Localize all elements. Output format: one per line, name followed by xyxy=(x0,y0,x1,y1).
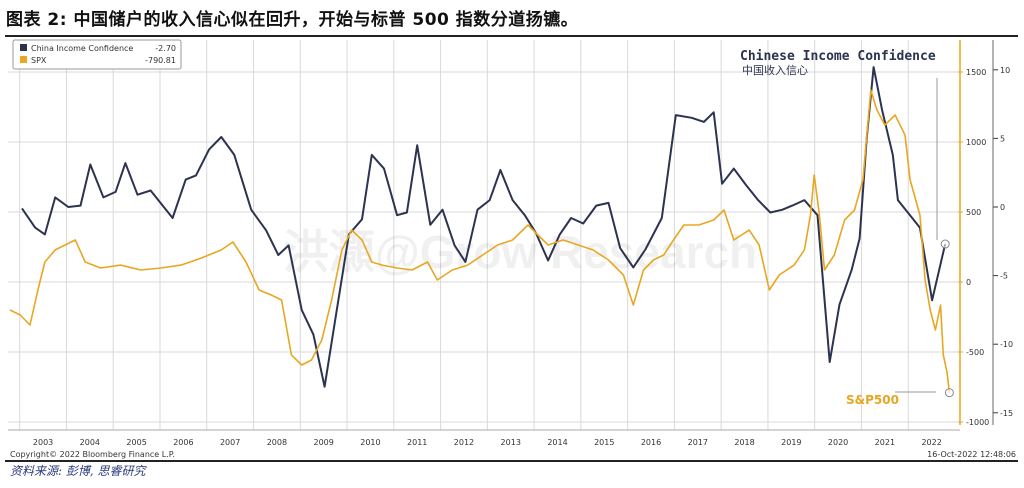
x-axis-tick-label: 2016 xyxy=(641,438,661,447)
x-axis-tick-label: 2011 xyxy=(407,438,427,447)
legend-value-spx: -790.81 xyxy=(145,56,176,65)
left-axis-tick-label: 0 xyxy=(966,278,971,287)
spx-line xyxy=(9,89,951,393)
china-annotation-en: Chinese Income Confidence xyxy=(740,49,936,64)
x-axis-tick-label: 2009 xyxy=(313,438,333,447)
timestamp: 16-Oct-2022 12:48:06 xyxy=(927,450,1016,459)
x-axis-tick-label: 2012 xyxy=(454,438,474,447)
x-axis-tick-label: 2019 xyxy=(781,438,801,447)
right-axis-tick-label: 5 xyxy=(1000,134,1005,143)
legend-swatch-china xyxy=(20,44,27,51)
x-axis-tick-label: 2005 xyxy=(126,438,146,447)
legend-box xyxy=(12,39,182,70)
series-lines xyxy=(9,66,954,398)
figure-title: 图表 2: 中国储户的收入信心似在回升，开始与标普 500 指数分道扬镳。 xyxy=(6,10,579,30)
legend-value-china: -2.70 xyxy=(155,44,176,53)
left-axis-tick-label: -1000 xyxy=(966,418,989,427)
right-axis-tick-label: -5 xyxy=(1000,272,1008,281)
legend-label-spx: SPX xyxy=(31,56,47,65)
axes: 1500 1000 500 0 -500 -1000 10 5 0 -5 -10 -15 2003 200… xyxy=(8,40,1013,447)
x-axis-tick-label: 2021 xyxy=(875,438,895,447)
china-confidence-line xyxy=(21,66,947,388)
spx-annotation: S&P500 xyxy=(846,393,899,407)
x-axis-tick-label: 2014 xyxy=(547,438,567,447)
spx-last-marker xyxy=(944,388,954,398)
copyright: Copyright© 2022 Bloomberg Finance L.P. xyxy=(10,450,175,459)
x-axis-tick-label: 2018 xyxy=(734,438,754,447)
legend-swatch-spx xyxy=(20,56,27,63)
x-axis-tick-label: 2008 xyxy=(267,438,287,447)
china-annotation-cn: 中国收入信心 xyxy=(742,63,808,77)
x-axis-tick-label: 2004 xyxy=(80,438,100,447)
annotations: Chinese Income Confidence 中国收入信心 S&P500 xyxy=(740,49,938,407)
x-axis-tick-label: 2007 xyxy=(220,438,240,447)
x-axis-tick-label: 2017 xyxy=(688,438,708,447)
legend-label-china: China Income Confidence xyxy=(31,44,133,53)
right-axis-tick-label: 10 xyxy=(1000,66,1010,75)
x-axis-tick-label: 2022 xyxy=(921,438,941,447)
x-axis-tick-label: 2003 xyxy=(33,438,53,447)
x-axis-tick-label: 2015 xyxy=(594,438,614,447)
left-axis-tick-label: 1000 xyxy=(966,138,986,147)
china-last-marker xyxy=(940,239,950,249)
left-axis-tick-label: 1500 xyxy=(966,68,986,77)
left-axis-tick-label: 500 xyxy=(966,208,981,217)
right-axis-tick-label: 0 xyxy=(1000,203,1005,212)
source-note: 资料来源: 彭博, 思睿研究 xyxy=(10,464,146,478)
grid xyxy=(8,40,960,430)
x-axis-tick-label: 2013 xyxy=(501,438,521,447)
right-axis-tick-label: -10 xyxy=(1000,340,1013,349)
left-axis-tick-label: -500 xyxy=(966,348,984,357)
legend: China Income Confidence -2.70 SPX -790.8… xyxy=(12,39,182,70)
x-axis-tick-label: 2006 xyxy=(173,438,193,447)
right-axis-tick-label: -15 xyxy=(1000,409,1013,418)
x-axis-tick-label: 2020 xyxy=(828,438,848,447)
x-axis-tick-label: 2010 xyxy=(360,438,380,447)
